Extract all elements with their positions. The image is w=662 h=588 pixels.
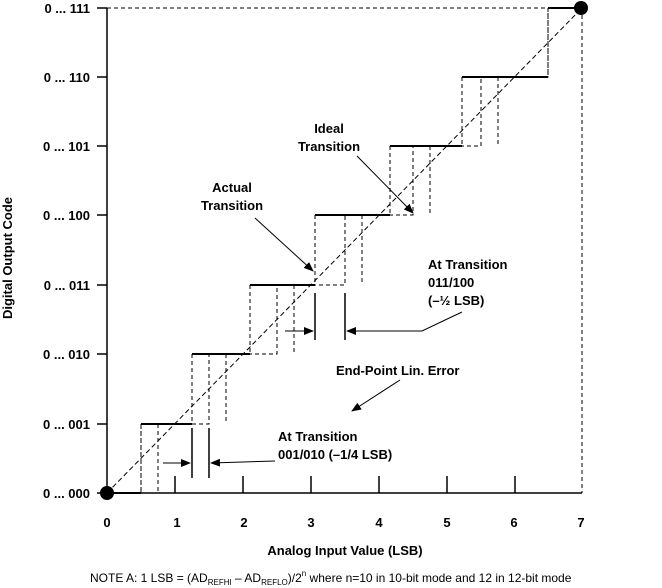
endpoint-error-label: End-Point Lin. Error xyxy=(336,363,460,378)
y-tick-marks xyxy=(97,7,107,494)
note-sub-reflo: REFLO xyxy=(261,578,288,587)
endpoint-error-arrow xyxy=(351,379,401,412)
y-tick-label: 0 ... 000 xyxy=(43,486,90,501)
ideal-steps xyxy=(107,8,549,494)
x-tick-label: 1 xyxy=(173,515,180,530)
y-axis-title: Digital Output Code xyxy=(0,197,15,319)
x-tick-label: 4 xyxy=(375,515,383,530)
transition-011-100-markers xyxy=(314,293,346,340)
actual-transition-label-line2: Transition xyxy=(201,198,263,213)
y-tick-label: 0 ... 001 xyxy=(43,417,90,432)
actual-transition-label-line1: Actual xyxy=(212,180,252,195)
x-tick-label: 6 xyxy=(510,515,517,530)
lsb-note: NOTE A: 1 LSB = (ADREFHI – ADREFLO)/2n w… xyxy=(90,569,572,587)
y-tick-label: 0 ... 101 xyxy=(43,139,90,154)
y-tick-label: 0 ... 011 xyxy=(44,278,90,293)
note-mid: – AD xyxy=(232,571,262,585)
ideal-transition-label-line2: Transition xyxy=(298,139,360,154)
transition-011-label-line2: 011/100 xyxy=(428,275,474,290)
transition-011-label-line3: (–½ LSB) xyxy=(428,293,484,308)
transition-001-label-line1: At Transition xyxy=(278,429,358,444)
note-suffix: where n=10 in 10-bit mode and 12 in 12-b… xyxy=(306,571,571,585)
ideal-diagonal-line xyxy=(106,7,583,494)
x-tick-label: 0 xyxy=(103,515,110,530)
ideal-transition-arrow xyxy=(356,155,414,214)
transition-001-010-markers xyxy=(191,428,210,478)
start-endpoint xyxy=(100,486,114,500)
transition-011-100-right-arrow xyxy=(346,311,463,335)
x-tick-label: 2 xyxy=(240,515,247,530)
x-tick-label: 7 xyxy=(577,515,584,530)
x-tick-labels: 0 1 2 3 4 5 6 7 xyxy=(103,515,584,530)
note-sup-n: n xyxy=(302,569,306,578)
y-tick-labels: 0 ... 111 0 ... 110 0 ... 101 0 ... 100 … xyxy=(43,1,90,501)
end-endpoint xyxy=(574,1,588,15)
note-mid2: )/2 xyxy=(288,571,302,585)
transition-001-010-right-arrow xyxy=(210,458,276,467)
y-tick-label: 0 ... 110 xyxy=(44,70,90,85)
note-sub-refhi: REFHI xyxy=(208,578,232,587)
y-tick-label: 0 ... 010 xyxy=(43,347,90,362)
y-tick-label: 0 ... 100 xyxy=(43,208,90,223)
x-tick-label: 5 xyxy=(443,515,450,530)
note-prefix: NOTE A: 1 LSB = (AD xyxy=(90,571,208,585)
transition-001-label-line2: 001/010 (–1/4 LSB) xyxy=(278,447,392,462)
ideal-transition-label-line1: Ideal xyxy=(314,121,344,136)
x-tick-marks xyxy=(174,476,516,493)
transition-011-label-line1: At Transition xyxy=(428,257,508,272)
x-tick-label: 3 xyxy=(307,515,314,530)
x-axis-title: Analog Input Value (LSB) xyxy=(267,543,422,558)
actual-transition-arrow xyxy=(254,217,314,272)
y-tick-label: 0 ... 111 xyxy=(44,1,90,16)
